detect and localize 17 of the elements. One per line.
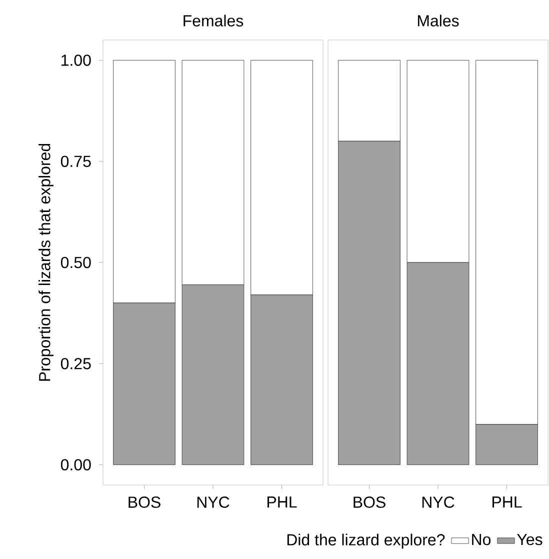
x-tick-label: BOS [128,496,160,508]
x-tick-label: NYC [422,496,454,508]
x-tick-label: PHL [268,496,297,508]
y-tick-label: 0.25 [60,358,91,370]
y-axis-title: Proportion of lizards that explored [38,144,54,381]
chart-title: Females [184,14,244,26]
y-tick-label: 0.50 [60,256,91,268]
y-tick-label: 1.00 [62,54,91,66]
x-tick-label: NYC [197,496,230,508]
y-tick-label: 0.00 [60,459,91,470]
legend-title: Did the lizard explore? [287,534,445,549]
x-tick-label: BOS [354,496,386,508]
y-tick-label: 0.75 [60,156,91,168]
chart-title: Males [418,14,459,26]
x-tick-label: PHL [492,496,522,508]
legend-label: Yes [517,534,542,546]
legend-label: No [472,534,491,546]
